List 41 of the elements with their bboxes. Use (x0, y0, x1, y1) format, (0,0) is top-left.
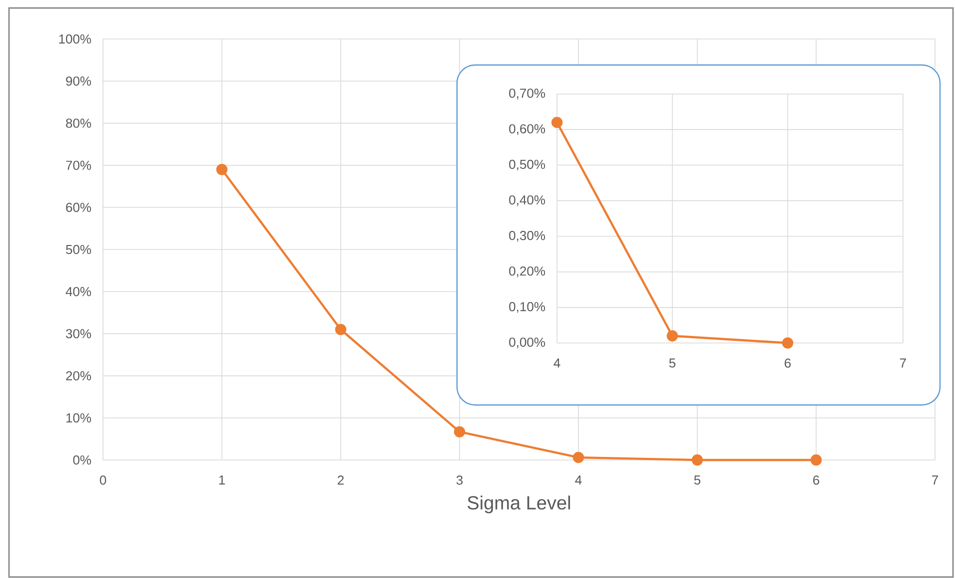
x-tick-label: 3 (456, 476, 463, 485)
y-tick-label: 20% (66, 371, 92, 380)
y-tick-label: 0,40% (509, 195, 546, 206)
point (810, 454, 822, 466)
y-tick-label: 30% (66, 329, 92, 338)
y-tick-label: 90% (66, 76, 92, 86)
point (551, 116, 563, 128)
x-tick-label: 6 (784, 358, 791, 368)
x-tick-label: 2 (338, 476, 344, 485)
x-tick-label: 1 (219, 476, 225, 484)
y-tick-label: 0,50% (509, 160, 546, 171)
point (782, 337, 794, 349)
x-tick-label: 5 (669, 358, 676, 368)
x-axis-title: Sigma Level (468, 496, 570, 514)
point (335, 324, 346, 336)
x-tick-label: 7 (932, 476, 938, 484)
y-tick-label: 10% (66, 413, 92, 422)
y-tick-label: 0,60% (509, 124, 546, 135)
y-tick-label: 0,10% (509, 302, 546, 313)
x-tick-label: 7 (900, 358, 906, 368)
y-tick-label: 80% (66, 118, 92, 128)
point (216, 164, 228, 176)
point (454, 426, 466, 438)
y-tick-label: 50% (66, 244, 92, 254)
y-tick-label: 70% (66, 160, 92, 170)
point (572, 452, 584, 464)
point (666, 330, 678, 342)
y-tick-label: 0,00% (509, 338, 546, 348)
x-tick-label: 4 (554, 358, 560, 368)
y-tick-label: 0,30% (509, 230, 546, 242)
y-tick-label: 0,70% (509, 88, 546, 100)
y-tick-label: 60% (66, 202, 92, 212)
y-tick-label: 0% (73, 455, 92, 465)
y-tick-label: 0,20% (509, 266, 546, 278)
x-tick-label: 5 (694, 476, 700, 485)
x-tick-label: 6 (813, 476, 820, 485)
x-tick-label: 4 (575, 476, 582, 484)
point (692, 454, 703, 466)
y-tick-label: 100% (59, 34, 92, 44)
x-tick-label: 0 (100, 476, 106, 485)
y-tick-label: 40% (66, 286, 92, 296)
